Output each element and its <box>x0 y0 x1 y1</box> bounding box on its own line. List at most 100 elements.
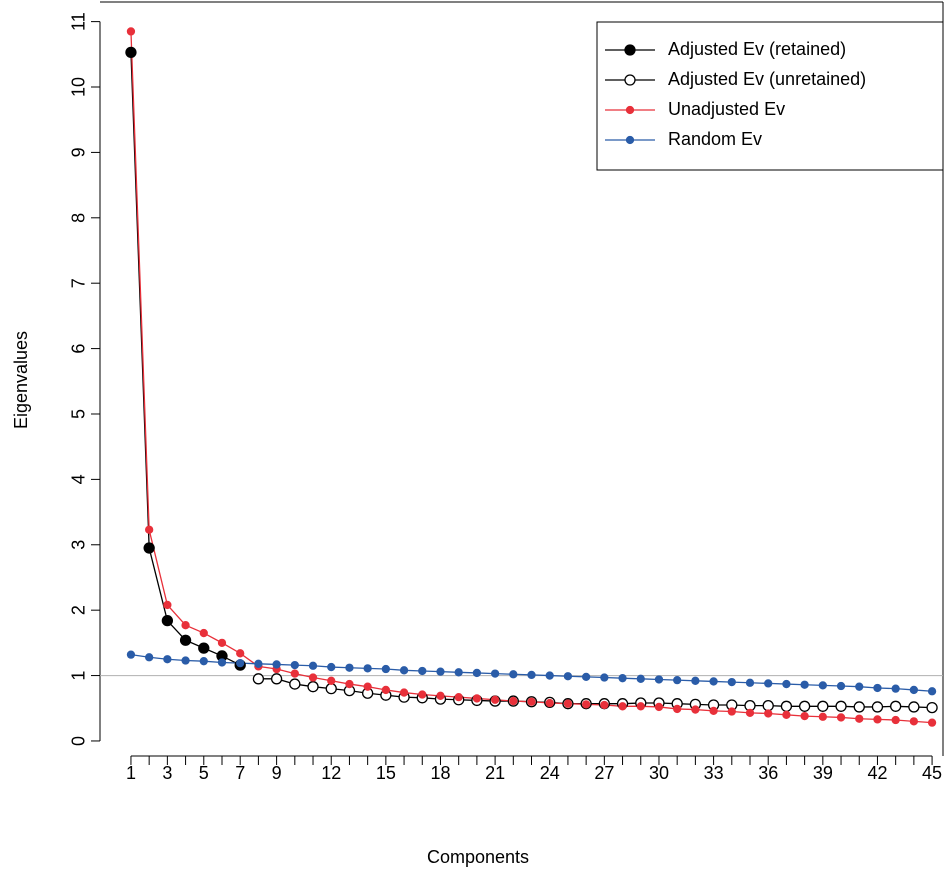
data-point <box>891 684 900 693</box>
data-point <box>325 682 337 695</box>
data-point <box>927 687 937 696</box>
y-tick-label: 8 <box>69 213 89 223</box>
data-point <box>764 709 773 718</box>
data-point <box>472 694 482 703</box>
data-point <box>764 679 773 688</box>
data-point <box>545 671 554 680</box>
data-point <box>399 666 409 675</box>
data-point <box>927 718 937 727</box>
data-point <box>563 699 573 708</box>
data-point <box>161 614 174 627</box>
data-point <box>853 701 865 713</box>
data-point <box>709 677 718 686</box>
data-point <box>181 656 190 665</box>
x-tick-label: 42 <box>867 763 887 783</box>
x-tick-label: 27 <box>594 763 614 783</box>
data-point <box>272 660 281 669</box>
data-point <box>873 715 882 724</box>
data-point <box>490 695 500 704</box>
data-point <box>217 658 227 667</box>
data-point <box>399 688 409 697</box>
data-point <box>581 672 591 682</box>
x-tick-label: 45 <box>922 763 942 783</box>
legend-label: Random Ev <box>668 129 762 149</box>
data-point <box>418 690 427 699</box>
data-point <box>891 715 900 725</box>
data-point <box>800 680 809 689</box>
x-tick-label: 9 <box>272 763 282 783</box>
data-point <box>436 667 445 676</box>
y-tick-label: 6 <box>69 344 89 354</box>
x-tick-label: 36 <box>758 763 778 783</box>
legend-label: Unadjusted Ev <box>668 99 785 119</box>
data-point <box>709 706 718 716</box>
data-point <box>909 685 919 695</box>
legend-marker <box>624 74 636 86</box>
data-point <box>691 676 700 685</box>
data-point <box>236 658 245 668</box>
data-point <box>836 681 846 691</box>
legend-marker <box>625 105 635 115</box>
data-point <box>345 663 354 672</box>
data-point <box>654 675 664 684</box>
data-point <box>527 697 536 706</box>
y-tick-label: 10 <box>69 77 89 97</box>
data-point <box>871 701 884 713</box>
data-point <box>327 662 336 672</box>
data-point <box>327 676 336 685</box>
data-point <box>472 668 482 678</box>
data-point <box>199 628 208 638</box>
data-point <box>363 664 372 673</box>
data-point <box>636 674 645 683</box>
data-point <box>126 27 136 36</box>
data-point <box>855 682 864 691</box>
data-point <box>490 669 500 678</box>
data-point <box>745 678 755 687</box>
data-point <box>381 664 391 674</box>
data-point <box>163 655 172 664</box>
data-point <box>418 666 427 676</box>
data-point <box>254 659 263 668</box>
data-point <box>926 701 938 714</box>
data-point <box>673 675 682 685</box>
data-point <box>125 46 137 59</box>
data-point <box>782 710 791 719</box>
data-point <box>217 638 227 648</box>
data-point <box>308 661 318 670</box>
x-tick-label: 15 <box>376 763 396 783</box>
y-tick-label: 11 <box>69 12 89 31</box>
y-tick-label: 0 <box>69 736 89 746</box>
data-point <box>890 700 902 712</box>
data-point <box>509 696 518 706</box>
x-tick-label: 30 <box>649 763 669 783</box>
data-point <box>126 650 136 659</box>
data-point <box>636 702 645 711</box>
data-point <box>782 679 791 689</box>
series-line <box>258 678 933 709</box>
data-point <box>618 702 627 711</box>
data-point <box>817 700 829 712</box>
data-point <box>581 700 591 709</box>
data-point <box>654 702 664 712</box>
x-tick-label: 21 <box>485 763 505 783</box>
data-point <box>545 698 554 708</box>
y-axis-title: Eigenvalues <box>11 331 31 429</box>
data-point <box>179 634 192 646</box>
data-point <box>727 677 736 687</box>
x-tick-label: 7 <box>235 763 245 783</box>
data-point <box>163 600 172 610</box>
y-tick-label: 1 <box>69 671 89 681</box>
x-tick-label: 18 <box>430 763 450 783</box>
y-tick-label: 3 <box>69 540 89 550</box>
legend-box <box>596 21 944 171</box>
data-point <box>909 717 919 726</box>
legend-marker <box>625 135 635 145</box>
data-point <box>308 673 318 682</box>
data-point <box>798 700 811 712</box>
data-point <box>381 685 391 695</box>
data-point <box>800 711 809 721</box>
data-point <box>181 621 190 630</box>
data-point <box>600 673 609 682</box>
data-point <box>527 670 536 680</box>
